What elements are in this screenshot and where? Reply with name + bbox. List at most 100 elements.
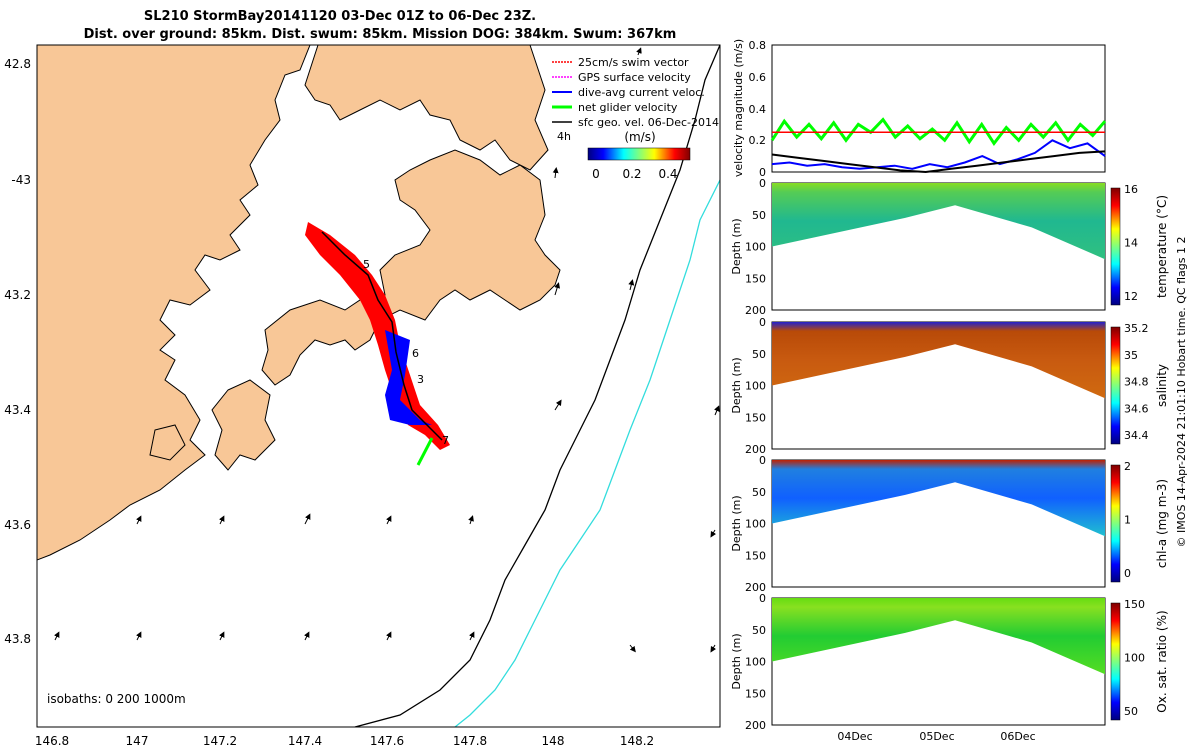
title-line1: SL210 StormBay20141120 03-Dec 01Z to 06-… [144, 9, 536, 24]
panel-cbar-label: temperature (°C) [1155, 195, 1169, 298]
panel-ytick: 150 [745, 272, 766, 285]
panel-ylabel: Depth (m) [730, 218, 743, 274]
map-x-ticks: 146.8 147 147.2 147.4 147.6 147.8 148 14… [35, 734, 654, 748]
map-xtick: 148 [542, 734, 565, 748]
vel-ytick: 0.6 [749, 71, 767, 84]
legend-dive: dive-avg current veloc. [578, 86, 705, 99]
panel-cbar-tick: 50 [1124, 705, 1138, 718]
legend-gps: GPS surface velocity [578, 71, 691, 84]
vel-ytick: 0 [759, 166, 766, 179]
map-ytick: 43.4 [4, 403, 31, 417]
panel-cbar-tick: 34.6 [1124, 402, 1149, 415]
profile-data-field [772, 598, 1105, 675]
panel-cbar-label: Ox. sat. ratio (%) [1155, 610, 1169, 712]
velocity-frame [771, 44, 1106, 173]
footer-note: © IMOS 14-Apr-2024 21:01:10 Hobart time.… [1175, 237, 1188, 548]
panel-ytick: 200 [745, 304, 766, 317]
current-vectors [53, 47, 720, 653]
panel-xtick: 06Dec [1000, 730, 1035, 743]
panel-cbar-tick: 2 [1124, 460, 1131, 473]
panel-ytick: 0 [759, 454, 766, 467]
panel-cbar-tick: 0 [1124, 567, 1131, 580]
coastline: 5 6 3 7 [37, 45, 720, 727]
panel-cbar-tick: 35 [1124, 349, 1138, 362]
isobath-1000m [454, 179, 720, 727]
map-ytick: -43 [11, 173, 31, 187]
island [149, 424, 186, 461]
panel-ylabel: Depth (m) [730, 633, 743, 689]
velocity-series-line [771, 150, 1106, 174]
panel-cbar-tick: 100 [1124, 652, 1145, 665]
panel-ytick: 150 [745, 549, 766, 562]
panel-ylabel: Depth (m) [730, 495, 743, 551]
colorbar-label: (m/s) [624, 130, 655, 144]
panel-colorbar [1110, 602, 1121, 721]
panel-ytick: 50 [752, 486, 766, 499]
map-xtick: 147.2 [203, 734, 237, 748]
glider-track [321, 231, 443, 441]
vel-ytick: 0.2 [749, 134, 767, 147]
map-xtick: 148.2 [620, 734, 654, 748]
legend-note: 4h [557, 130, 571, 143]
profile-panel: 0 50 100 150 200 Depth (m) 0 1 2 chl-a (mg m-3) [730, 454, 1169, 594]
panel-ytick: 50 [752, 209, 766, 222]
panel-ytick: 200 [745, 443, 766, 456]
panel-xtick: 05Dec [919, 730, 954, 743]
panel-ytick: 0 [759, 177, 766, 190]
panel-ytick: 150 [745, 687, 766, 700]
profile-panel: 0 50 100 150 200 Depth (m) 34.4 34.6 34.8 35 35.2 s… [730, 316, 1169, 456]
panel-colorbar [1110, 464, 1121, 583]
vel-ytick: 0.4 [749, 103, 767, 116]
panel-ytick: 50 [752, 624, 766, 637]
panel-cbar-tick: 16 [1124, 183, 1138, 196]
map-xtick: 146.8 [35, 734, 69, 748]
panel-cbar-tick: 12 [1124, 290, 1138, 303]
isobath-200m [354, 45, 720, 727]
panel-ytick: 0 [759, 316, 766, 329]
map-panel: 5 6 3 7 146.8 147 147.2 147.4 147.6 147.… [4, 44, 721, 748]
panel-ytick: 100 [745, 656, 766, 669]
map-ytick: 43.2 [4, 288, 31, 302]
map-ytick: 42.8 [4, 57, 31, 71]
panel-ytick: 200 [745, 581, 766, 594]
profile-panel: 0 50 100 150 200 Depth (m) 50 100 150 Ox. sat. ra… [730, 592, 1169, 743]
profile-data-field [772, 183, 1105, 260]
panel-ytick: 100 [745, 518, 766, 531]
colorbar-tick: 0 [592, 167, 600, 181]
map-colorbar [587, 147, 691, 161]
map-xtick: 147.8 [453, 734, 487, 748]
swim-vector-ribbon [305, 222, 450, 450]
panel-cbar-tick: 14 [1124, 237, 1138, 250]
velocity-series-line [770, 117, 1107, 146]
track-label-7: 7 [442, 434, 449, 447]
velocity-lines [770, 117, 1107, 174]
isobaths-label: isobaths: 0 200 1000m [47, 692, 186, 706]
map-y-ticks: 42.8 -43 43.2 43.4 43.6 43.8 [4, 57, 31, 646]
map-xtick: 147 [126, 734, 149, 748]
map-frame [36, 44, 721, 728]
land-north [304, 45, 549, 171]
profile-data-field [772, 460, 1105, 537]
net-velocity-arrow [416, 437, 434, 466]
track-label-6: 6 [412, 347, 419, 360]
track-label-3: 3 [417, 373, 424, 386]
map-ytick: 43.6 [4, 518, 31, 532]
panel-colorbar [1110, 187, 1121, 306]
vel-ytick: 0.8 [749, 39, 767, 52]
land-south [211, 379, 276, 471]
legend-net: net glider velocity [578, 101, 678, 114]
panel-ytick: 100 [745, 380, 766, 393]
profile-panel: 0 50 100 150 200 Depth (m) 12 14 16 temperature (… [730, 177, 1169, 317]
land-east [261, 149, 561, 386]
panel-cbar-tick: 35.2 [1124, 322, 1149, 335]
map-ytick: 43.8 [4, 632, 31, 646]
panel-cbar-label: salinity [1155, 364, 1169, 407]
panel-cbar-tick: 34.4 [1124, 429, 1149, 442]
panel-ytick: 0 [759, 592, 766, 605]
map-legend: 25cm/s swim vector GPS surface velocity … [552, 56, 719, 181]
land-west [37, 45, 311, 561]
panel-ytick: 50 [752, 348, 766, 361]
panel-cbar-tick: 1 [1124, 514, 1131, 527]
